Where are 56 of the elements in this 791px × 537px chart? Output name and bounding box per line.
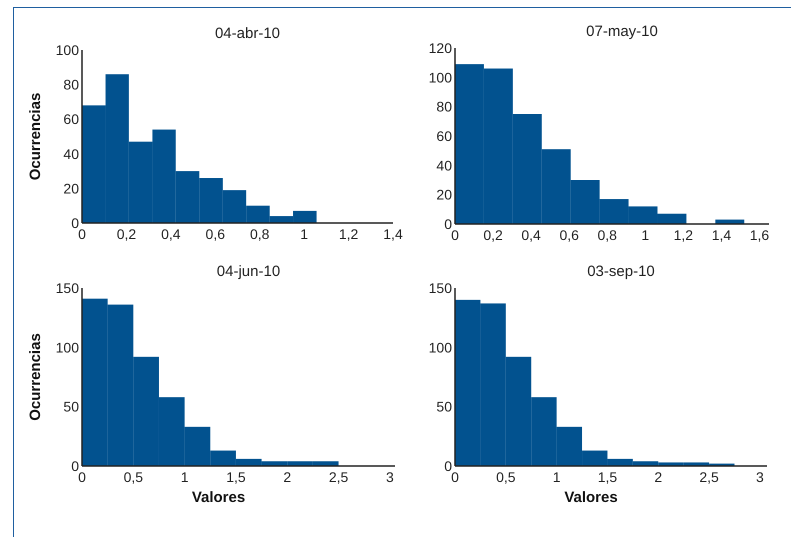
y-tick-label: 40 bbox=[63, 146, 80, 162]
x-tick-label: 1 bbox=[180, 469, 189, 485]
y-tick-label: 40 bbox=[436, 157, 452, 174]
x-tick-label: 1,5 bbox=[226, 469, 246, 485]
y-tick-label: 80 bbox=[436, 98, 452, 115]
y-axis-title: Ocurrencias bbox=[27, 92, 44, 180]
x-tick-label: 1 bbox=[300, 226, 308, 242]
y-tick-label: 80 bbox=[63, 76, 80, 93]
x-tick-label: 1,4 bbox=[712, 227, 732, 243]
x-tick-label: 1,2 bbox=[338, 226, 359, 242]
chart-title: 04-abr-10 bbox=[214, 25, 280, 42]
x-axis-title: Valores bbox=[192, 489, 246, 506]
x-tick-label: 0,4 bbox=[161, 226, 181, 242]
x-tick-label: 2,5 bbox=[328, 469, 348, 485]
y-tick-label: 20 bbox=[63, 180, 80, 196]
y-tick-label: 50 bbox=[63, 398, 80, 415]
x-tick-label: 1,4 bbox=[383, 226, 403, 242]
y-tick-label: 150 bbox=[56, 280, 80, 296]
x-tick-label: 3 bbox=[756, 469, 764, 485]
x-axis-title: Valores bbox=[564, 489, 618, 506]
x-tick-label: 2,5 bbox=[699, 469, 720, 485]
y-tick-label: 150 bbox=[428, 280, 452, 296]
y-tick-label: 100 bbox=[428, 69, 452, 86]
x-tick-label: 2 bbox=[283, 469, 292, 485]
x-tick-label: 1 bbox=[552, 469, 561, 485]
y-tick-label: 0 bbox=[71, 458, 80, 474]
x-tick-label: 1,5 bbox=[598, 469, 618, 485]
x-tick-label: 1,6 bbox=[750, 227, 770, 243]
x-tick-label: 0,5 bbox=[496, 469, 516, 485]
x-tick-label: 1,2 bbox=[674, 227, 694, 243]
x-tick-label: 0,8 bbox=[250, 226, 270, 242]
x-tick-label: 0,8 bbox=[598, 227, 618, 243]
y-tick-label: 0 bbox=[444, 458, 452, 474]
chart-title: 03-sep-10 bbox=[587, 263, 655, 280]
chart-title: 04-jun-10 bbox=[216, 263, 280, 280]
y-tick-label: 100 bbox=[428, 339, 452, 356]
y-tick-label: 0 bbox=[444, 216, 452, 232]
x-tick-label: 0,6 bbox=[559, 227, 580, 243]
x-tick-label: 3 bbox=[386, 469, 394, 485]
y-tick-label: 60 bbox=[436, 128, 452, 144]
x-tick-label: 0,4 bbox=[521, 227, 542, 243]
x-tick-label: 0,2 bbox=[116, 226, 136, 242]
y-tick-label: 120 bbox=[428, 40, 452, 56]
y-tick-label: 60 bbox=[63, 111, 80, 128]
x-tick-label: 2 bbox=[654, 469, 662, 485]
chart-title: 07-may-10 bbox=[586, 23, 658, 40]
y-axis-title: Ocurrencias bbox=[27, 333, 44, 421]
y-tick-label: 50 bbox=[436, 398, 452, 415]
x-tick-label: 1 bbox=[641, 227, 650, 243]
y-tick-label: 100 bbox=[56, 42, 80, 58]
x-tick-label: 0,2 bbox=[483, 227, 503, 243]
y-tick-label: 100 bbox=[56, 339, 80, 356]
x-tick-label: 0,6 bbox=[206, 226, 226, 242]
x-tick-label: 0,5 bbox=[124, 469, 144, 485]
y-tick-label: 0 bbox=[71, 215, 80, 231]
y-tick-label: 20 bbox=[436, 186, 452, 203]
